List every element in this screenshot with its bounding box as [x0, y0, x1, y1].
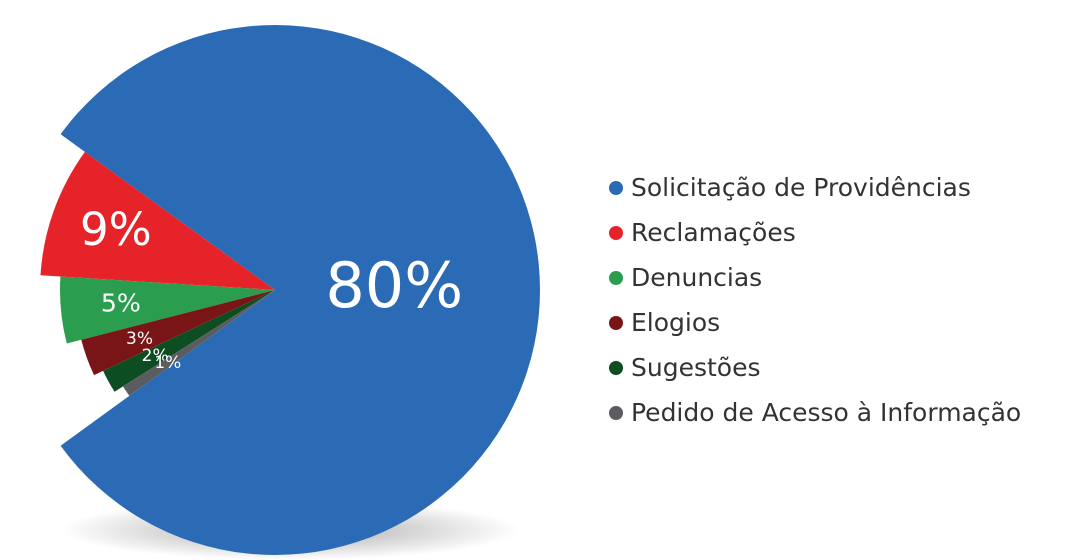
pie-slice — [123, 290, 276, 396]
legend-label: Solicitação de Providências — [631, 173, 971, 202]
legend: Solicitação de Providências Reclamações De… — [609, 173, 1021, 427]
legend-marker — [609, 181, 623, 195]
legend-marker — [609, 361, 623, 375]
legend-label: Denuncias — [631, 263, 762, 292]
pie-slice — [103, 290, 276, 392]
pie-slice — [81, 290, 275, 376]
legend-marker — [609, 226, 623, 240]
legend-marker — [609, 316, 623, 330]
slice-label: 1% — [154, 353, 181, 373]
pie-slice — [59, 276, 275, 344]
slice-label: 2% — [142, 346, 169, 366]
legend-label: Pedido de Acesso à Informação — [631, 398, 1021, 427]
legend-marker — [609, 406, 623, 420]
slice-label: 9% — [80, 203, 152, 256]
slice-label: 3% — [126, 329, 153, 349]
pie-slice — [40, 151, 276, 290]
legend-label: Elogios — [631, 308, 720, 337]
slice-label: 5% — [101, 289, 141, 318]
legend-marker — [609, 271, 623, 285]
legend-label: Sugestões — [631, 353, 761, 382]
slice-label: 80% — [325, 249, 463, 322]
pie: 80% 9% 5% 3%2%1% — [40, 24, 541, 555]
pie-slice — [60, 24, 541, 555]
legend-label: Reclamações — [631, 218, 796, 247]
